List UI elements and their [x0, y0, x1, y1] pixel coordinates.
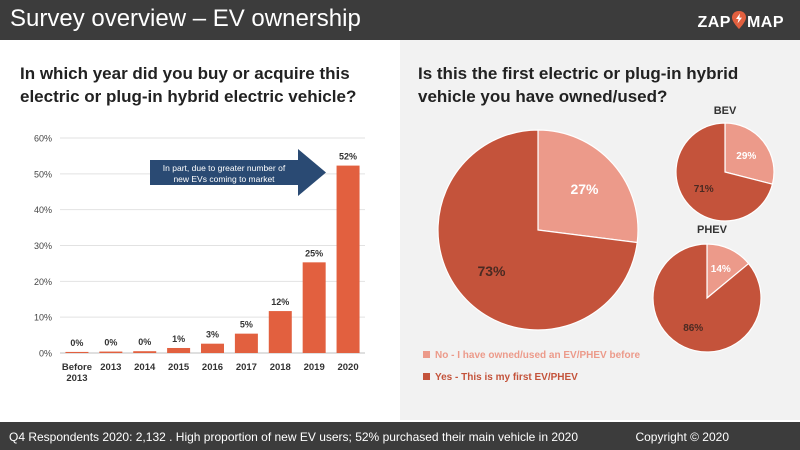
y-tick-label: 40% [34, 205, 52, 215]
logo-text-left: ZAP [697, 13, 731, 31]
pie-slice-label: 71% [694, 184, 714, 195]
annotation-text: In part, due to greater number of [163, 163, 286, 173]
bar-value-label: 0% [138, 337, 151, 347]
x-tick-label: 2014 [134, 362, 156, 373]
bar [201, 343, 224, 353]
logo-text-right: MAP [746, 13, 784, 31]
x-tick-label: 2013 [100, 362, 121, 373]
pie-slice [675, 122, 774, 222]
pie-slice [652, 243, 762, 353]
x-tick-label: 2020 [337, 362, 358, 373]
bar [99, 351, 123, 353]
pie-slice [437, 129, 638, 331]
pie-slice [724, 122, 775, 185]
y-tick-label: 10% [34, 313, 52, 323]
y-tick-label: 0% [39, 349, 52, 359]
bar [65, 351, 89, 353]
bar [302, 262, 326, 353]
bar [167, 347, 191, 353]
bar [133, 351, 157, 353]
phev-pie-title: PHEV [697, 224, 728, 236]
pie-slice-label: 86% [683, 323, 703, 334]
footer-copyright: Copyright © 2020 [635, 430, 729, 444]
legend-label: Yes - This is my first EV/PHEV [435, 372, 578, 383]
bar-value-label: 3% [206, 330, 219, 340]
y-tick-label: 50% [34, 169, 52, 179]
bar-value-label: 1% [172, 334, 185, 344]
pie-chart-question: Is this the first electric or plug-in hy… [418, 64, 739, 106]
x-tick-label: 2019 [304, 362, 325, 373]
y-tick-label: 20% [34, 277, 52, 287]
y-tick-label: 60% [34, 134, 52, 144]
pie-slice-label: 27% [570, 181, 599, 197]
pie-slice-label: 29% [736, 151, 756, 162]
bar-value-label: 5% [240, 320, 253, 330]
x-tick-label: 2013 [66, 373, 87, 384]
bar-value-label: 52% [339, 152, 357, 162]
legend-swatch [423, 373, 430, 380]
x-tick-label: 2016 [202, 362, 223, 373]
zapmap-logo: ZAP MAP [697, 11, 784, 34]
footer-note: Q4 Respondents 2020: 2,132 . High propor… [9, 430, 579, 444]
annotation-arrow [150, 149, 326, 196]
header-bar: Survey overview – EV ownership ZAP MAP [0, 0, 800, 40]
bar [336, 165, 360, 353]
x-tick-label: 2015 [168, 362, 190, 373]
page-title: Survey overview – EV ownership [10, 5, 361, 32]
legend-label: No - I have owned/used an EV/PHEV before [435, 350, 640, 361]
bar [268, 311, 292, 353]
legend-swatch [423, 351, 430, 358]
x-tick-label: 2017 [236, 362, 257, 373]
annotation-text: new EVs coming to market [173, 174, 275, 184]
y-tick-label: 30% [34, 241, 52, 251]
pie-slice-label: 14% [711, 264, 731, 275]
pie-slice-label: 73% [477, 263, 506, 279]
bar-value-label: 0% [104, 338, 117, 348]
bar-value-label: 12% [271, 297, 289, 307]
bar-chart-question: In which year did you buy or acquire thi… [20, 64, 357, 106]
x-tick-label: 2018 [270, 362, 291, 373]
bev-pie-title: BEV [714, 105, 737, 117]
bar-value-label: 0% [70, 338, 83, 348]
pie-slice [537, 129, 639, 244]
bar-value-label: 25% [305, 248, 323, 258]
bar [234, 333, 258, 353]
x-tick-label: Before [62, 362, 92, 373]
footer-bar: Q4 Respondents 2020: 2,132 . High propor… [0, 422, 800, 450]
lightning-pin-icon [731, 11, 746, 34]
